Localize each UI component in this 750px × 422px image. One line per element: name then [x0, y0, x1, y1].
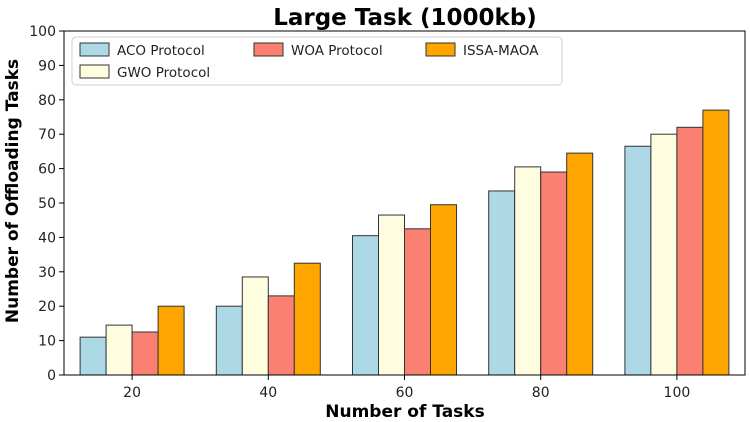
legend-entry: ISSA-MAOA	[463, 43, 539, 59]
legend-swatch	[253, 42, 284, 57]
legend: ACO Protocol GWO Protocol WOA Protocol ISSA…	[71, 36, 563, 86]
bar-gwo-protocol-60	[378, 214, 405, 376]
bar-gwo-protocol-100	[650, 133, 678, 376]
legend-entry: GWO Protocol	[117, 65, 210, 81]
y-tick-label: 80	[38, 93, 56, 109]
x-tick-label: 60	[396, 385, 414, 401]
x-tick-label: 40	[259, 385, 277, 401]
legend-swatch	[79, 42, 110, 57]
bar-gwo-protocol-80	[514, 166, 542, 376]
chart-title: Large Task (1000kb)	[273, 5, 537, 31]
y-tick-label: 60	[38, 162, 56, 178]
x-tick-label: 20	[123, 385, 141, 401]
bar-woa-protocol-60	[404, 228, 431, 376]
bar-aco-protocol-40	[215, 305, 243, 376]
bar-woa-protocol-20	[131, 331, 159, 376]
bar-aco-protocol-100	[624, 145, 652, 376]
y-tick-label: 100	[29, 24, 56, 40]
bar-issa-maoa-60	[430, 204, 457, 376]
legend-swatch	[79, 64, 110, 79]
bar-issa-maoa-80	[566, 152, 594, 376]
x-axis-label: Number of Tasks	[325, 402, 484, 422]
bar-woa-protocol-100	[676, 126, 704, 376]
plot-frame	[63, 30, 746, 376]
y-tick-label: 10	[38, 334, 56, 350]
bar-woa-protocol-80	[540, 171, 568, 376]
bar-aco-protocol-20	[79, 336, 107, 376]
legend-swatch	[425, 42, 456, 57]
bar-gwo-protocol-20	[105, 324, 133, 376]
y-tick-label: 30	[38, 265, 56, 281]
bar-issa-maoa-100	[702, 109, 730, 376]
legend-entry: ACO Protocol	[117, 43, 205, 59]
legend-entry: WOA Protocol	[291, 43, 383, 59]
y-tick-label: 0	[47, 368, 56, 384]
bar-issa-maoa-40	[293, 262, 321, 376]
plot-area: 0 10 20 30 40 50 60 70 80 90 100 20 40 60 80 100	[29, 24, 746, 401]
x-tick-label: 100	[664, 385, 691, 401]
y-tick-label: 90	[38, 58, 56, 74]
y-tick-label: 50	[38, 196, 56, 212]
bar-issa-maoa-20	[157, 305, 185, 376]
x-tick-label: 80	[532, 385, 550, 401]
y-tick-label: 40	[38, 230, 56, 246]
y-tick-label: 70	[38, 127, 56, 143]
bar-aco-protocol-80	[488, 190, 516, 376]
bar-woa-protocol-40	[267, 295, 295, 376]
bar-aco-protocol-60	[352, 235, 379, 376]
y-axis-label: Number of Offloading Tasks	[3, 59, 23, 323]
bar-gwo-protocol-40	[241, 276, 269, 376]
y-tick-label: 20	[38, 299, 56, 315]
